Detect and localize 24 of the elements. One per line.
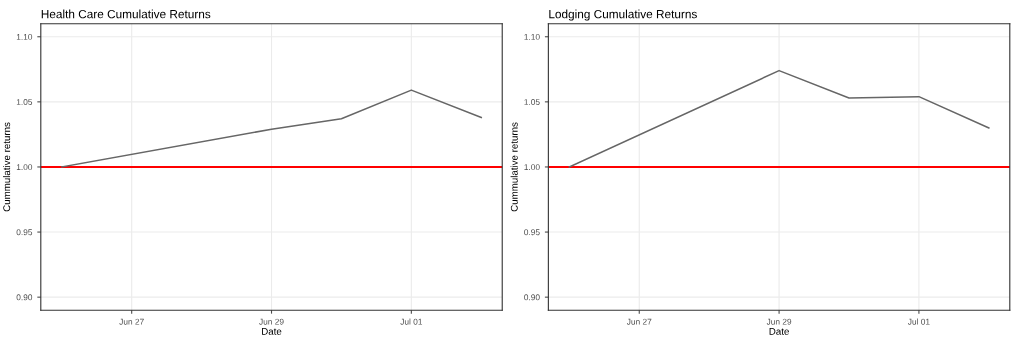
y-tick-label: 1.00: [524, 164, 540, 171]
chart-title: Health Care Cumulative Returns: [41, 9, 211, 19]
y-axis-title: Cummulative returns: [3, 122, 11, 212]
x-tick-label: Jun 27: [626, 318, 652, 325]
y-tick-label: 0.90: [16, 294, 33, 301]
x-axis-title: Date: [769, 328, 789, 335]
x-tick-label: Jun 29: [259, 318, 284, 325]
x-tick-label: Jun 27: [119, 318, 144, 325]
x-tick-label: Jul 01: [907, 318, 930, 325]
y-tick-label: 1.00: [16, 164, 33, 171]
chart-title: Lodging Cumulative Returns: [549, 9, 697, 21]
y-tick-label: 1.05: [16, 99, 33, 105]
x-tick-label: Jun 29: [766, 318, 792, 325]
y-tick-label: 0.95: [16, 229, 33, 236]
y-tick-label: 0.90: [524, 294, 540, 301]
line-series: [61, 89, 483, 168]
line-series: [568, 69, 990, 168]
y-tick-label: 1.10: [524, 33, 540, 40]
x-tick-label: Jul 01: [400, 318, 423, 325]
y-axis-title: Cummulative returns: [510, 122, 518, 212]
y-tick-label: 1.05: [524, 99, 540, 105]
x-axis-title: Date: [262, 328, 282, 335]
y-tick-label: 0.95: [524, 229, 540, 236]
y-tick-label: 1.10: [16, 33, 33, 40]
